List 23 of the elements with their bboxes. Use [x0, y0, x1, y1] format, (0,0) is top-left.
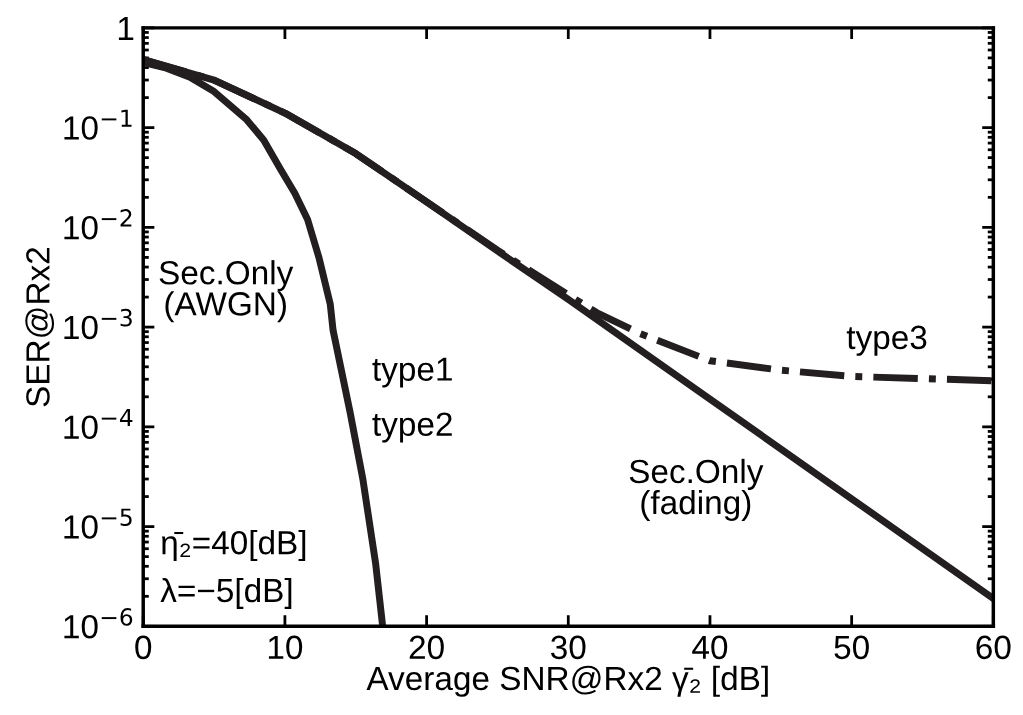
annotation: type3 — [846, 325, 927, 356]
x-axis-title: Average SNR@Rx2 γ̄₂ [dB] — [366, 665, 768, 697]
y-tick-label: 10$^{−5}$ — [64, 508, 132, 539]
y-axis-title: SER@Rx2 — [25, 247, 55, 407]
annotation: type1 — [372, 357, 452, 388]
annotation: Sec.Only (fading) — [629, 458, 764, 521]
y-tick-label: 10$^{−6}$ — [64, 608, 133, 639]
annotation: type2 — [372, 412, 452, 443]
x-tick-label: 50 — [834, 635, 869, 660]
y-tick-label: 10$^{−1}$ — [64, 109, 132, 140]
annotation: η̄₂=40[dB] — [161, 530, 306, 562]
y-tick-label: 10$^{−2}$ — [64, 209, 132, 240]
y-tick-label: 10$^{−3}$ — [64, 308, 132, 340]
annotation: Sec.Only (AWGN) — [159, 260, 294, 323]
x-tick-label: 60 — [976, 635, 1011, 660]
y-tick-label: 1 — [118, 17, 134, 40]
x-tick-label: 10 — [268, 635, 303, 660]
x-tick-label: 20 — [409, 635, 444, 660]
x-tick-label: 30 — [551, 635, 586, 660]
x-tick-label: 0 — [135, 635, 152, 660]
x-tick-label: 40 — [692, 635, 728, 660]
y-tick-label: 10$^{−4}$ — [64, 408, 133, 440]
annotation: λ=−5[dB] — [160, 577, 292, 609]
